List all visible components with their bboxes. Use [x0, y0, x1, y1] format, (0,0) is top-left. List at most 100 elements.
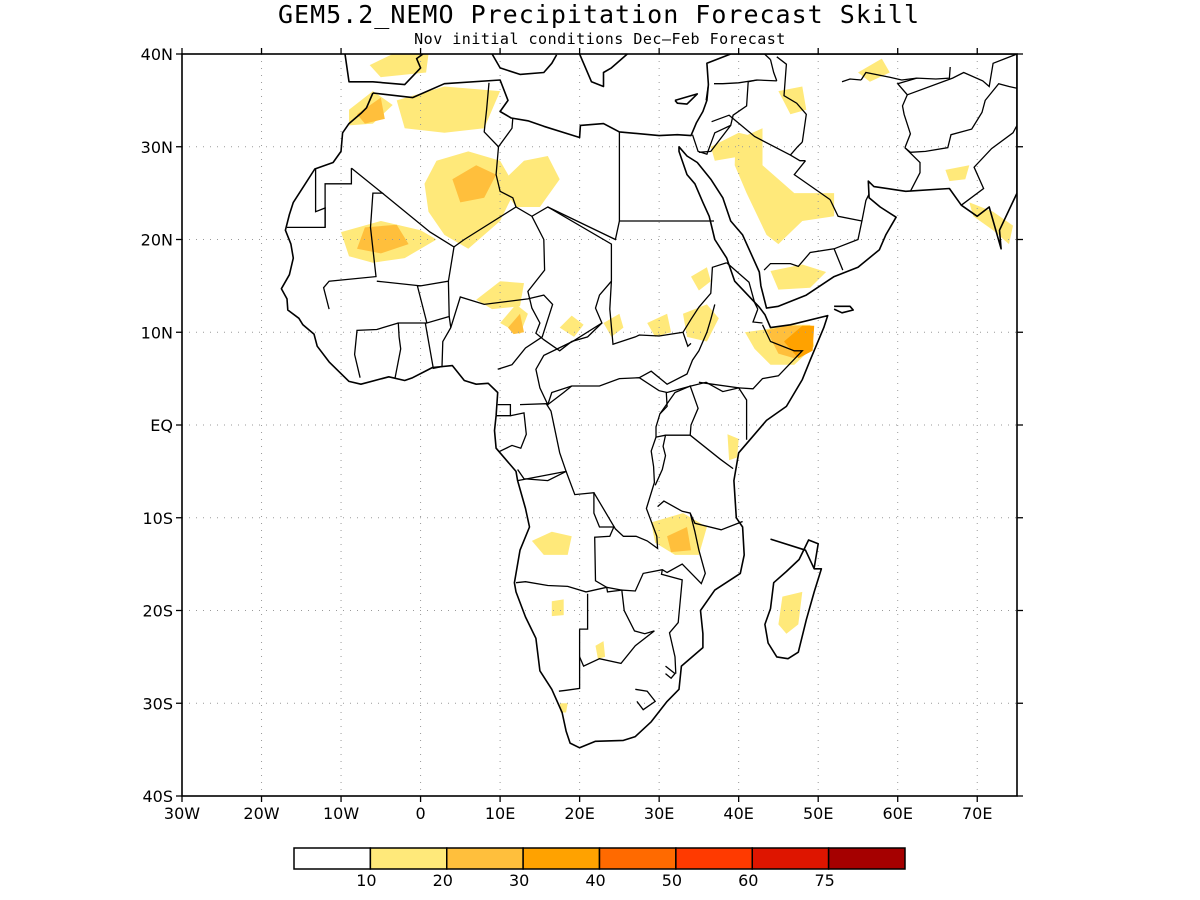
country-border [698, 125, 732, 153]
country-border [609, 262, 727, 346]
country-border [638, 304, 716, 385]
colorbar-label: 10 [356, 871, 376, 890]
country-border [711, 114, 806, 162]
country-border [496, 403, 512, 417]
x-tick-label: 60E [882, 804, 912, 823]
country-border [698, 381, 748, 440]
skill-region-level-2 [667, 527, 691, 553]
skill-region-level-1 [531, 531, 572, 555]
colorbar-swatch [675, 847, 753, 870]
map-background [182, 54, 1017, 796]
skill-region-level-1 [969, 202, 1013, 245]
coastline-segment [1049, 332, 1065, 369]
x-tick-label: 40E [723, 804, 753, 823]
y-tick-label: 40S [142, 787, 173, 806]
colorbar-label: 40 [585, 871, 605, 890]
country-border [654, 435, 667, 486]
coastlines-layer [280, 54, 1065, 749]
country-border [861, 193, 870, 222]
x-tick-label: 0 [415, 804, 425, 823]
skill-region-level-1 [734, 128, 835, 245]
skill-region-level-1 [603, 313, 624, 337]
skill-region-level-1 [595, 641, 606, 659]
skill-region-level-2 [508, 313, 524, 335]
skill-region-level-1 [396, 86, 501, 133]
country-border [752, 308, 763, 324]
country-border [394, 322, 427, 378]
country-border [635, 688, 657, 711]
country-border [682, 332, 692, 348]
x-tick-label: 30E [644, 804, 674, 823]
country-border [287, 168, 353, 229]
country-border [547, 385, 573, 406]
country-border [517, 470, 567, 482]
country-border [726, 262, 759, 310]
country-border [789, 141, 803, 156]
colorbar-swatch [446, 847, 524, 870]
skill-region-level-1 [559, 315, 584, 337]
coastline-segment [578, 54, 628, 88]
y-tick-label: 10N [141, 323, 173, 342]
y-tick-label: 20S [142, 602, 173, 621]
skill-region-level-1 [770, 264, 827, 290]
colorbar: 10 20 30 40 50 60 75 [293, 847, 906, 890]
colorbar-label: 75 [814, 871, 834, 890]
x-tick-label: 20W [243, 804, 279, 823]
skill-region-level-1 [551, 599, 564, 617]
y-tick-label: 20N [141, 231, 173, 250]
colorbar-label: 60 [738, 871, 758, 890]
country-border [769, 59, 778, 82]
x-tick-label: 20E [564, 804, 594, 823]
colorbar-swatch [598, 847, 677, 870]
colorbar-label: 50 [662, 871, 682, 890]
skill-region-level-1 [945, 165, 970, 182]
country-border [558, 629, 581, 692]
country-border [450, 294, 554, 370]
skill-region-level-2 [357, 97, 385, 124]
country-border [665, 665, 676, 680]
country-border [314, 168, 326, 228]
figure-subtitle: Nov initial conditions Dec–Feb Forecast [414, 30, 786, 48]
country-border [841, 78, 862, 83]
country-border [498, 412, 527, 453]
coastline-segment [491, 54, 558, 76]
country-border [896, 66, 951, 148]
country-border [322, 167, 385, 310]
skill-region-level-1 [683, 304, 719, 342]
skill-region-level-1 [647, 313, 672, 337]
skill-region-level-1 [369, 54, 429, 78]
coastline-mainland [280, 54, 1017, 749]
country-border [579, 630, 655, 667]
coastline-segment [674, 93, 699, 105]
skill-region-level-2 [452, 165, 497, 203]
country-border [527, 216, 603, 352]
skill-region-level-1 [476, 281, 524, 310]
country-border [605, 586, 622, 593]
x-tick-label: 70E [962, 804, 992, 823]
country-border [960, 125, 1017, 206]
coastline-segment [344, 54, 424, 86]
skill-region-level-1 [691, 267, 711, 291]
skill-region-level-1 [778, 591, 803, 634]
x-tick-label: 10W [323, 804, 359, 823]
country-border [660, 569, 683, 674]
country-border [904, 147, 921, 192]
skill-shading-layer [341, 54, 1013, 713]
map-panel: 30W 20W 10W 0 10E 20E 30E 40E 50E 60E 70E 40N 30N 20… [141, 45, 1065, 823]
country-border [714, 79, 758, 85]
latitude-ticks: 40N 30N 20N 10N EQ 10S 20S 30S 40S [141, 45, 1023, 806]
country-border [907, 54, 1017, 96]
country-border [776, 56, 807, 143]
skill-region-level-1 [727, 434, 739, 461]
country-border [353, 322, 399, 378]
colorbar-swatch [293, 847, 372, 870]
country-border [705, 84, 710, 101]
country-border [793, 160, 831, 201]
country-border [689, 512, 743, 531]
skill-region-level-2 [357, 224, 409, 254]
colorbar-swatch [751, 847, 830, 870]
coastline-segment [833, 305, 854, 314]
country-border [515, 471, 615, 593]
y-tick-label: 10S [142, 509, 173, 528]
